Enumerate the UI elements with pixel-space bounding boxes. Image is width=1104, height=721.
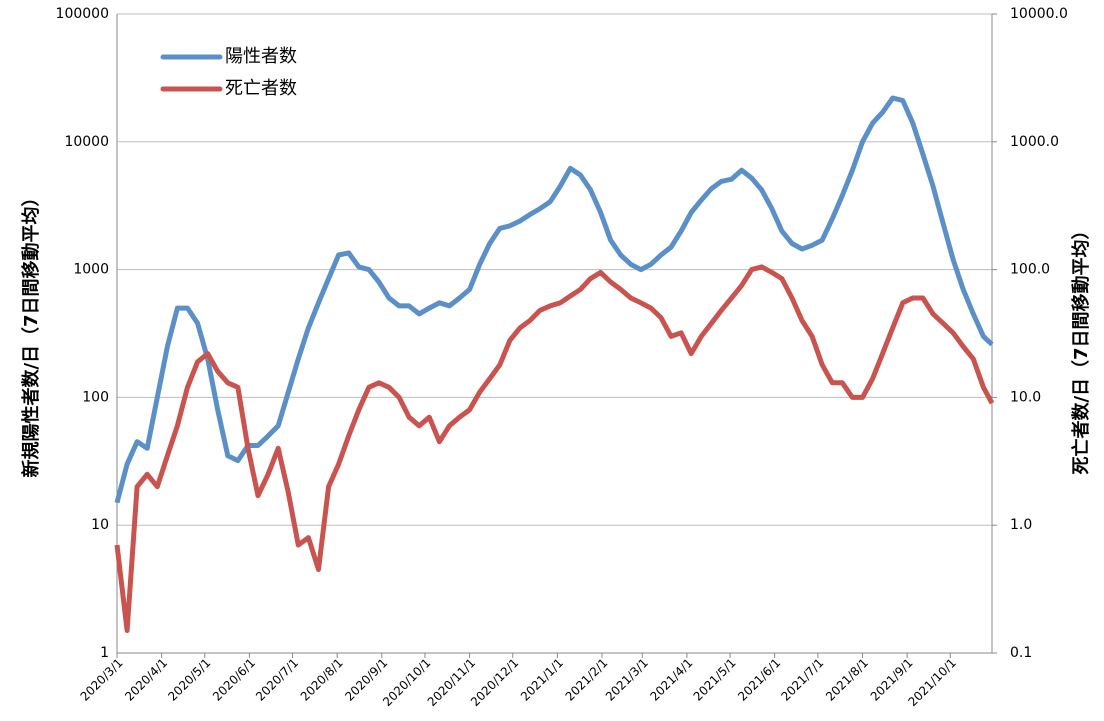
x-tick-label: 2020/5/1 xyxy=(165,656,213,704)
x-tick-label: 2021/6/1 xyxy=(735,656,783,704)
y2-tick-label: 0.1 xyxy=(1010,645,1032,661)
x-tick-label: 2021/2/1 xyxy=(563,656,611,704)
y2-tick-label: 1.0 xyxy=(1010,517,1032,533)
y-tick-label: 1000 xyxy=(73,262,109,278)
y-axis-title: 新規陽性者数/日（7日間移動平均） xyxy=(20,188,42,477)
y-tick-label: 100000 xyxy=(56,6,109,22)
y-tick-label: 1 xyxy=(100,645,109,661)
y-tick-label: 10 xyxy=(91,517,109,533)
series-line xyxy=(114,264,995,633)
x-tick-label: 2021/3/1 xyxy=(603,656,651,704)
y-tick-label: 10000 xyxy=(64,134,109,150)
x-tick-label: 2021/4/1 xyxy=(647,656,695,704)
x-tick-label: 2020/4/1 xyxy=(122,656,170,704)
legend-label: 陽性者数 xyxy=(225,46,297,67)
x-tick-label: 2020/8/1 xyxy=(298,656,346,704)
series-line xyxy=(114,95,994,504)
y2-tick-label: 10000.0 xyxy=(1010,6,1068,22)
x-tick-label: 2021/7/1 xyxy=(778,656,826,704)
x-tick-label: 2020/6/1 xyxy=(210,656,258,704)
y2-tick-label: 1000.0 xyxy=(1010,134,1059,150)
x-tick-label: 2020/3/1 xyxy=(78,656,126,704)
x-tick-label: 2021/5/1 xyxy=(691,656,739,704)
x-tick-label: 2021/1/1 xyxy=(518,656,566,704)
y2-tick-label: 100.0 xyxy=(1010,262,1050,278)
x-tick-label: 2020/7/1 xyxy=(253,656,301,704)
y2-axis-title: 死亡者数/日（7日間移動平均） xyxy=(1070,221,1092,474)
legend-label: 死亡者数 xyxy=(225,78,297,99)
y-tick-label: 100 xyxy=(82,389,109,405)
x-tick-label: 2021/8/1 xyxy=(823,656,871,704)
y2-tick-label: 10.0 xyxy=(1010,389,1041,405)
